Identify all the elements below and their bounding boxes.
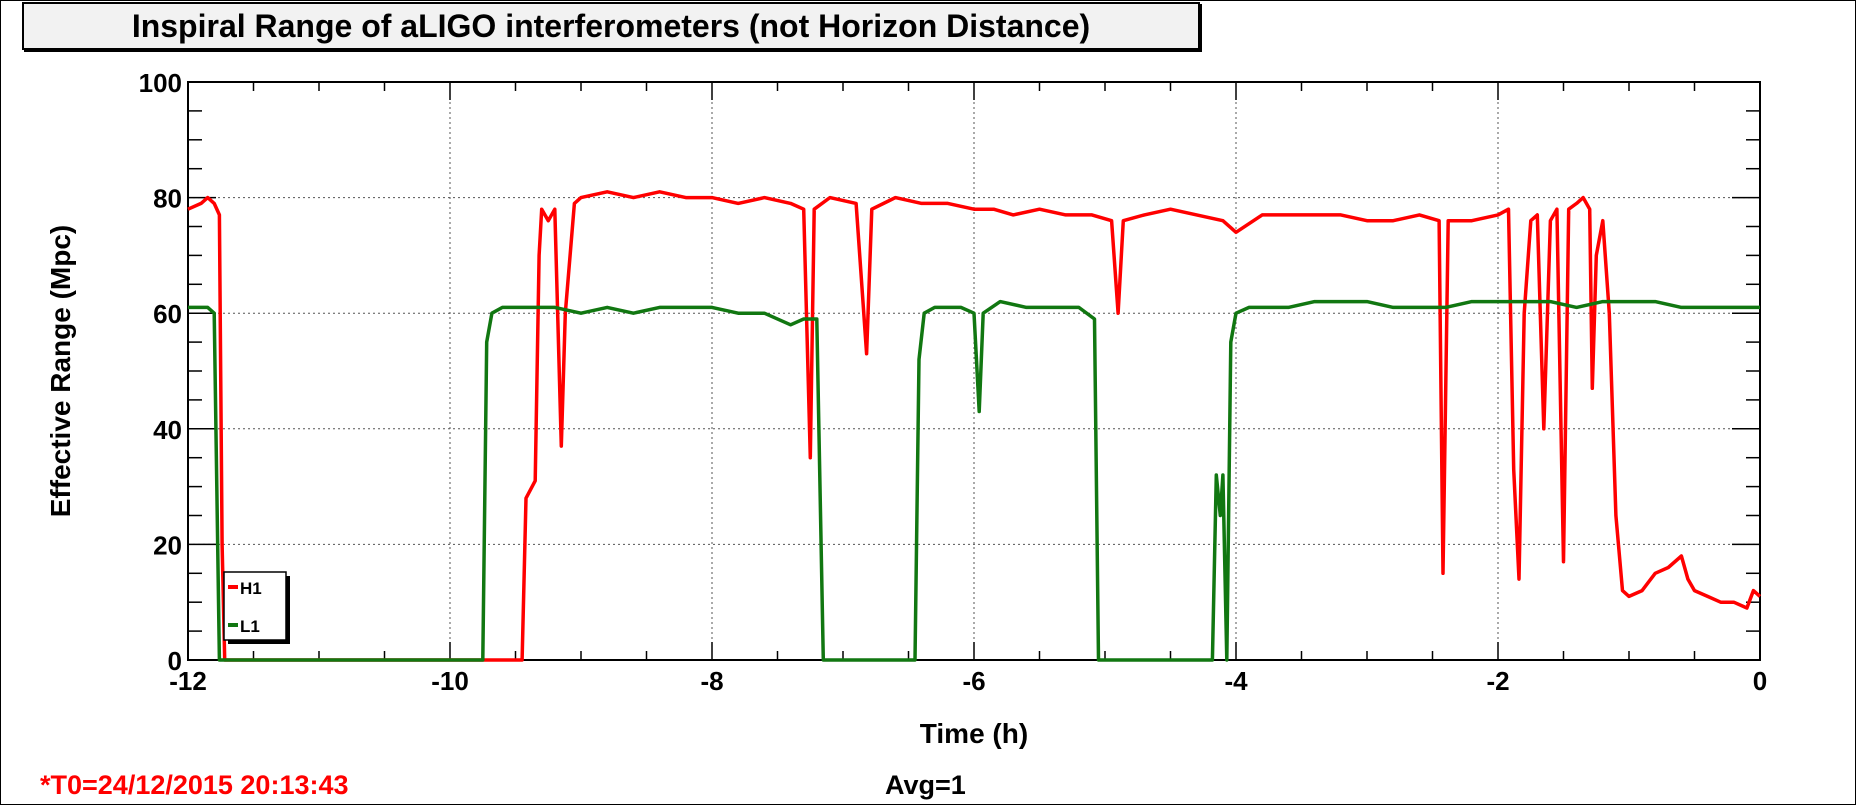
legend: H1 L1 (223, 571, 290, 644)
legend-label-l1: L1 (240, 617, 260, 636)
reference-time: *T0=24/12/2015 20:13:43 (40, 770, 349, 800)
x-tick-label: -4 (1224, 666, 1248, 696)
series-line-h1 (187, 190, 1762, 662)
axis-ticks (187, 81, 1761, 661)
legend-box (223, 571, 287, 641)
average-count: Avg=1 (885, 770, 966, 800)
x-tick-label: -10 (431, 666, 469, 696)
y-tick-label: 80 (153, 184, 182, 214)
x-tick-label: -8 (700, 666, 723, 696)
grid-lines (188, 82, 1760, 660)
legend-label-h1: H1 (240, 579, 262, 598)
y-tick-label: 20 (153, 530, 182, 560)
chart-title-box: Inspiral Range of aLIGO interferometers … (22, 2, 1200, 50)
chart-title: Inspiral Range of aLIGO interferometers … (131, 7, 1091, 44)
tick-labels: -12 -10 -8 -6 -4 -2 0 0 20 40 60 80 100 (139, 68, 1768, 696)
x-axis-label: Time (h) (920, 718, 1028, 749)
y-axis-label: Effective Range (Mpc) (45, 225, 76, 518)
series-line-l1 (188, 299, 1760, 662)
x-tick-label: -2 (1486, 666, 1509, 696)
x-tick-label: -6 (962, 666, 985, 696)
y-tick-label: 60 (153, 299, 182, 329)
x-tick-label: -12 (169, 666, 207, 696)
y-tick-label: 100 (139, 68, 182, 98)
series-group (187, 190, 1762, 662)
y-tick-label: 0 (168, 646, 182, 676)
x-tick-label: 0 (1753, 666, 1767, 696)
y-tick-label: 40 (153, 415, 182, 445)
